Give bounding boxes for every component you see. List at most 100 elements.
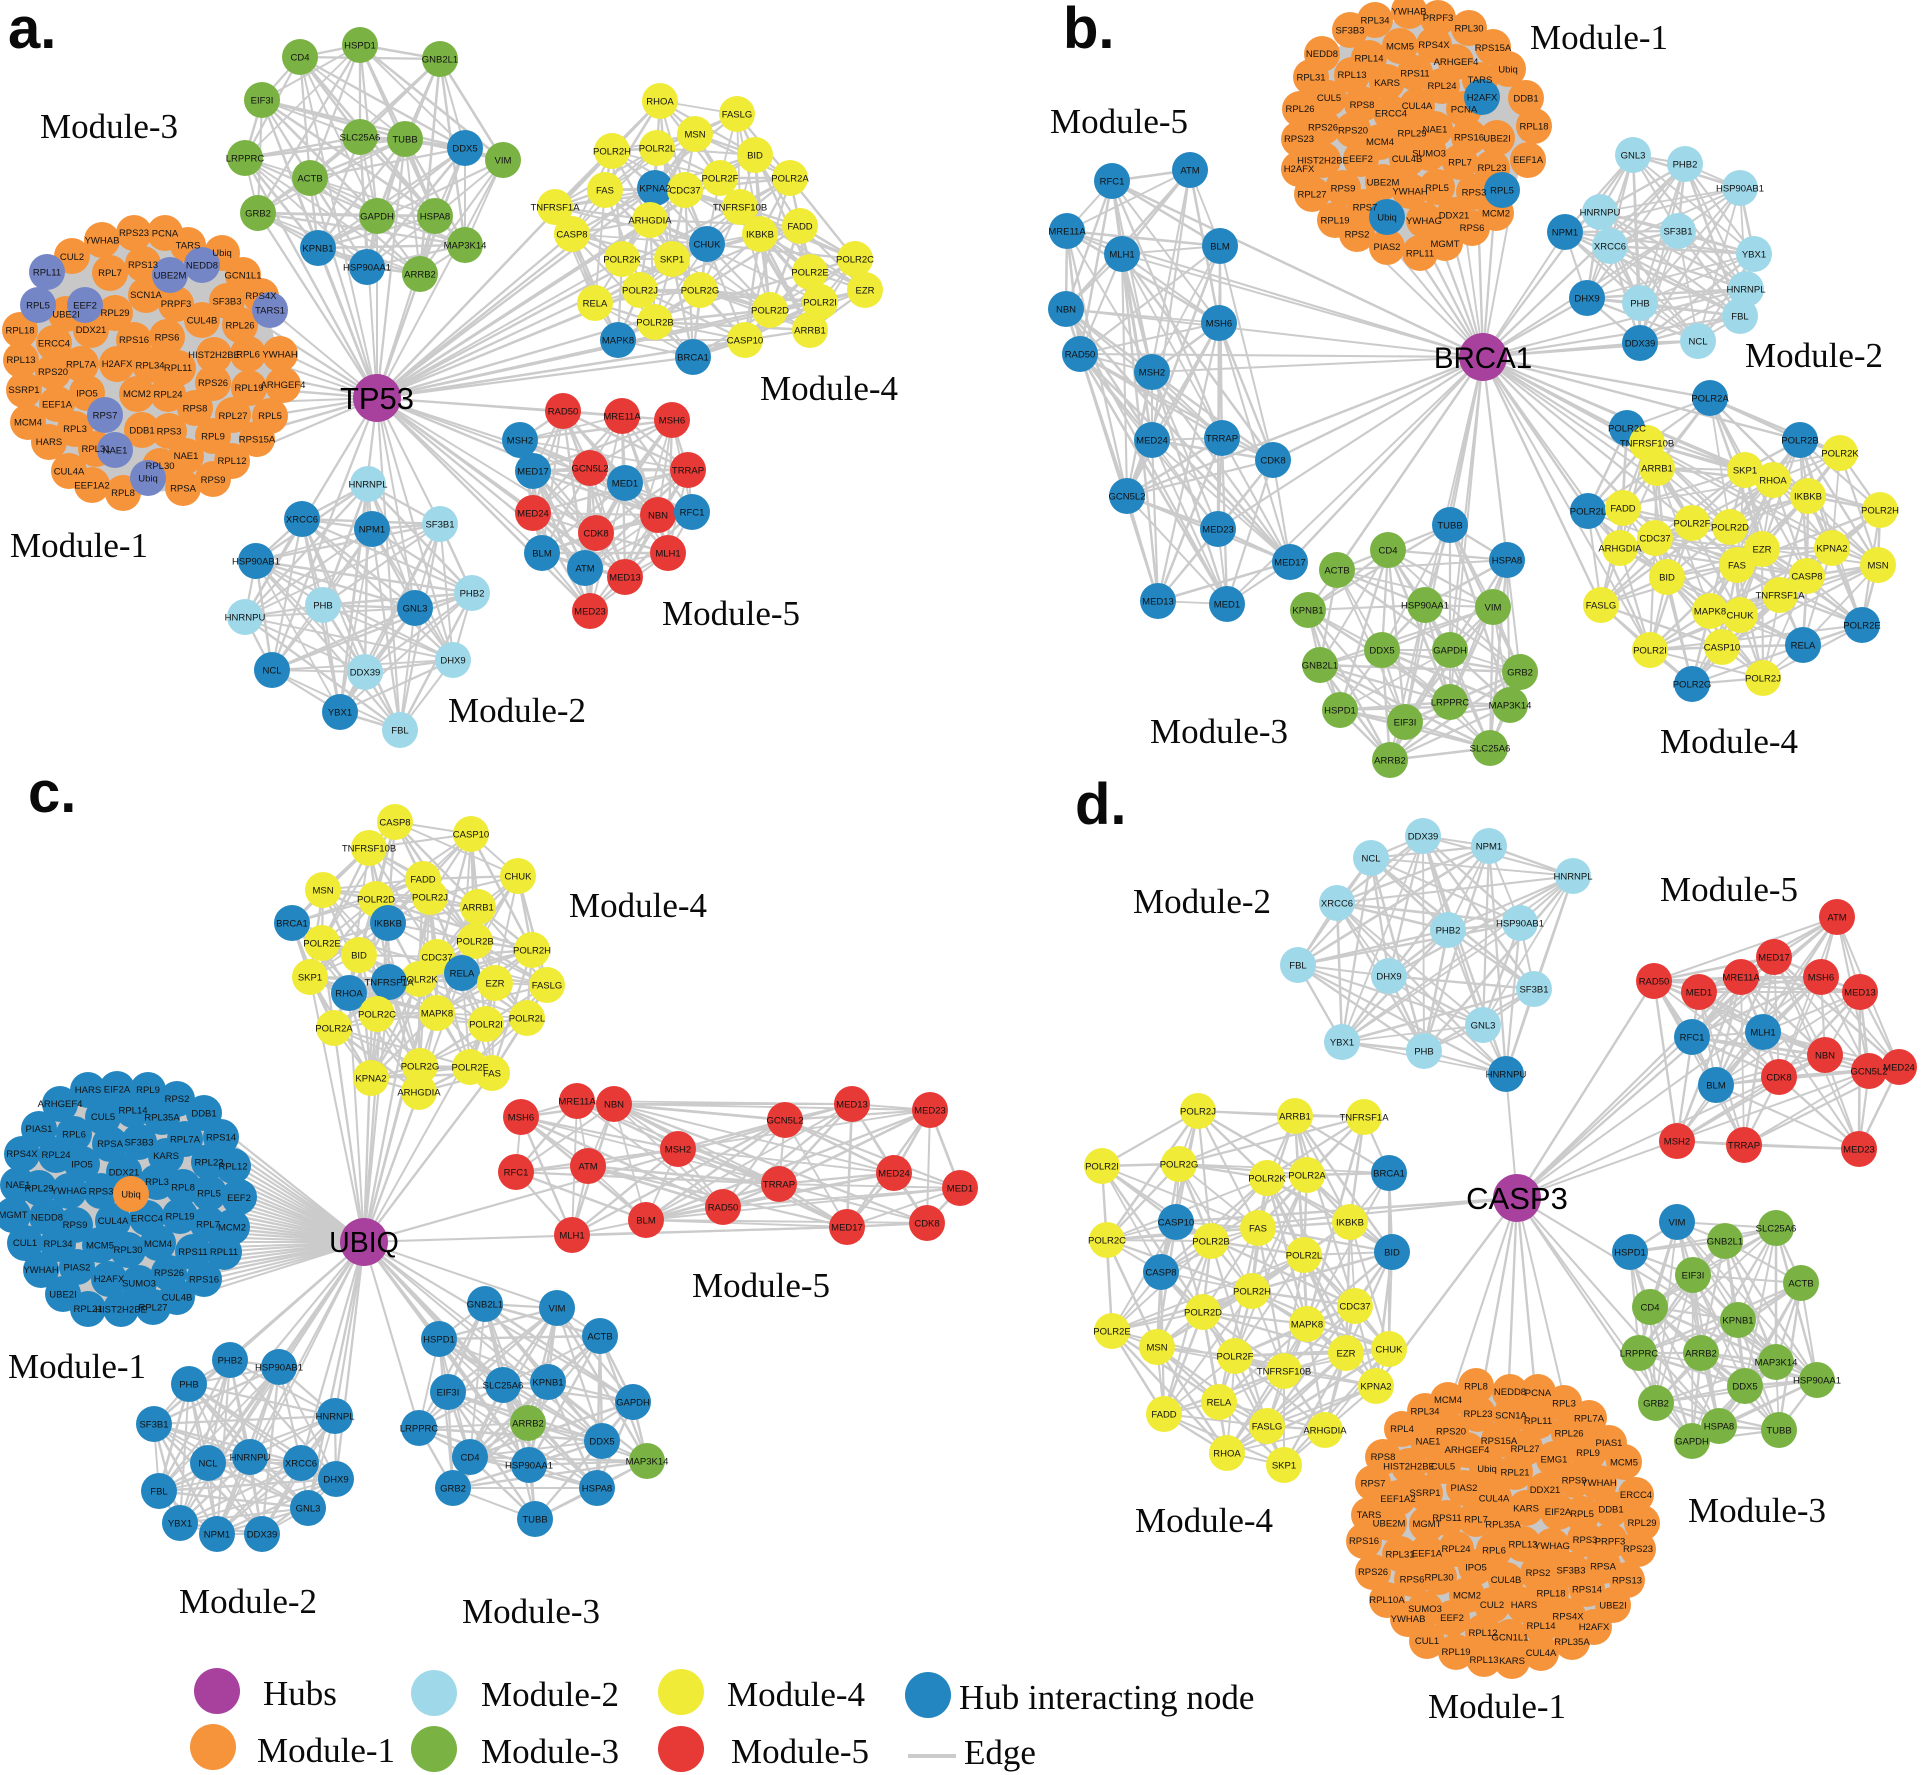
svg-text:RPS20: RPS20 (1436, 1427, 1466, 1438)
svg-text:GCN5L2: GCN5L2 (1851, 1066, 1888, 1077)
svg-text:HSPA8: HSPA8 (582, 1483, 612, 1494)
svg-text:POLR2D: POLR2D (1711, 522, 1749, 533)
svg-text:Ubiq: Ubiq (1477, 1464, 1497, 1475)
svg-text:EMG1: EMG1 (1541, 1455, 1568, 1466)
svg-text:MED17: MED17 (831, 1222, 863, 1233)
svg-text:RPL35A: RPL35A (1554, 1637, 1590, 1648)
svg-text:RPS11: RPS11 (1432, 1513, 1461, 1524)
svg-text:POLR2G: POLR2G (401, 1061, 440, 1072)
svg-text:RAD50: RAD50 (708, 1202, 739, 1213)
svg-text:CD4: CD4 (290, 52, 309, 63)
svg-text:a.: a. (8, 0, 56, 61)
svg-text:XRCC6: XRCC6 (285, 1458, 317, 1469)
svg-text:CUL2: CUL2 (60, 252, 84, 263)
svg-text:POLR2D: POLR2D (357, 894, 395, 905)
svg-text:POLR2F: POLR2F (452, 1062, 489, 1073)
svg-text:TUBB: TUBB (1437, 520, 1462, 531)
svg-text:RPS8: RPS8 (1350, 100, 1375, 111)
svg-text:CHUK: CHUK (1376, 1344, 1404, 1355)
svg-text:BLM: BLM (1210, 241, 1230, 252)
svg-text:BRCA1: BRCA1 (1434, 342, 1532, 375)
svg-text:CDC37: CDC37 (421, 952, 452, 963)
svg-text:UBE2M: UBE2M (154, 270, 187, 281)
svg-text:HIST2H2BE: HIST2H2BE (95, 1304, 147, 1315)
svg-text:DDX21: DDX21 (76, 325, 107, 336)
svg-text:FBL: FBL (150, 1486, 167, 1497)
svg-text:Hubs: Hubs (263, 1674, 337, 1713)
svg-text:PHB2: PHB2 (1436, 925, 1461, 936)
svg-text:NCL: NCL (1688, 336, 1707, 347)
svg-text:RPL12: RPL12 (218, 1162, 247, 1173)
svg-text:ACTB: ACTB (587, 1331, 612, 1342)
svg-text:POLR2A: POLR2A (771, 173, 809, 184)
svg-text:Module-3: Module-3 (1688, 1491, 1826, 1530)
svg-text:GCN1L1: GCN1L1 (225, 270, 262, 281)
svg-text:RPL8: RPL8 (111, 488, 135, 499)
svg-text:VIM: VIM (1669, 1217, 1686, 1228)
svg-text:POLR2E: POLR2E (1093, 1326, 1131, 1337)
svg-text:NEDD8: NEDD8 (31, 1212, 63, 1223)
svg-text:RPL18: RPL18 (1536, 1588, 1565, 1599)
svg-text:CUL4A: CUL4A (98, 1216, 129, 1227)
svg-text:RELA: RELA (1791, 640, 1816, 651)
svg-text:POLR2I: POLR2I (1085, 1161, 1119, 1172)
svg-text:RPL24: RPL24 (153, 389, 182, 400)
svg-text:FASLG: FASLG (1252, 1421, 1283, 1432)
svg-text:POLR2B: POLR2B (456, 936, 494, 947)
svg-text:RPL13: RPL13 (6, 355, 35, 366)
svg-text:RPS6: RPS6 (155, 332, 180, 343)
svg-text:HSPA8: HSPA8 (1704, 1421, 1734, 1432)
svg-text:SKP1: SKP1 (660, 254, 684, 265)
svg-text:CDK8: CDK8 (1766, 1072, 1791, 1083)
svg-text:NAE1: NAE1 (6, 1180, 31, 1191)
svg-text:GCN5L2: GCN5L2 (572, 463, 609, 474)
svg-text:EEF2: EEF2 (1349, 154, 1373, 165)
svg-text:RAD50: RAD50 (1639, 976, 1670, 987)
svg-text:TNFRSF1A: TNFRSF1A (364, 977, 414, 988)
svg-text:CASP8: CASP8 (1145, 1267, 1176, 1278)
svg-text:RPS2: RPS2 (1526, 1568, 1551, 1579)
svg-text:HSPD1: HSPD1 (1324, 705, 1356, 716)
svg-text:SUMO3: SUMO3 (1412, 149, 1446, 160)
svg-text:SLC25A6: SLC25A6 (340, 132, 381, 143)
svg-text:CDC37: CDC37 (1639, 533, 1670, 544)
svg-text:MED13: MED13 (1142, 596, 1174, 607)
svg-text:ARRB2: ARRB2 (404, 269, 436, 280)
svg-text:RPL3: RPL3 (145, 1177, 169, 1188)
svg-text:RPS4X: RPS4X (245, 291, 277, 302)
svg-text:RPL19: RPL19 (1441, 1647, 1470, 1658)
svg-text:RPS14: RPS14 (206, 1133, 236, 1144)
svg-text:DDB1: DDB1 (191, 1108, 216, 1119)
svg-text:NAE1: NAE1 (103, 445, 128, 456)
svg-text:GAPDH: GAPDH (1433, 645, 1467, 656)
svg-text:RPSA: RPSA (170, 484, 197, 495)
svg-text:MED17: MED17 (517, 466, 549, 477)
svg-text:d.: d. (1075, 772, 1127, 837)
svg-text:FBL: FBL (1289, 960, 1306, 971)
svg-text:NCL: NCL (1361, 853, 1380, 864)
svg-text:GNB2L1: GNB2L1 (422, 54, 458, 65)
svg-text:FADD: FADD (1610, 503, 1635, 514)
svg-text:NPM1: NPM1 (204, 1529, 230, 1540)
svg-text:ARHGDIA: ARHGDIA (1303, 1425, 1347, 1436)
svg-text:RPS13: RPS13 (128, 260, 158, 271)
svg-text:RELA: RELA (1207, 1397, 1232, 1408)
svg-text:RPL7A: RPL7A (1574, 1414, 1605, 1425)
svg-text:UBE2M: UBE2M (1367, 178, 1400, 189)
svg-text:TRRAP: TRRAP (763, 1179, 795, 1190)
svg-text:POLR2G: POLR2G (1673, 679, 1712, 690)
svg-text:RPL5: RPL5 (258, 411, 282, 422)
svg-text:PHB2: PHB2 (218, 1355, 243, 1366)
svg-text:EEF1A: EEF1A (1412, 1549, 1443, 1560)
svg-text:RHOA: RHOA (1213, 1448, 1241, 1459)
svg-text:RPS9: RPS9 (63, 1220, 88, 1231)
svg-text:HIST2H2BE: HIST2H2BE (1383, 1462, 1435, 1473)
svg-text:RPL23: RPL23 (1477, 163, 1506, 174)
svg-text:CASP8: CASP8 (1791, 571, 1822, 582)
svg-text:RPS2: RPS2 (165, 1094, 190, 1105)
svg-text:MGMT: MGMT (1412, 1519, 1441, 1530)
svg-text:Module-4: Module-4 (569, 886, 707, 925)
svg-text:ERCC4: ERCC4 (131, 1214, 163, 1225)
svg-text:DDB1: DDB1 (129, 426, 154, 437)
svg-text:ERCC4: ERCC4 (1620, 1490, 1652, 1501)
